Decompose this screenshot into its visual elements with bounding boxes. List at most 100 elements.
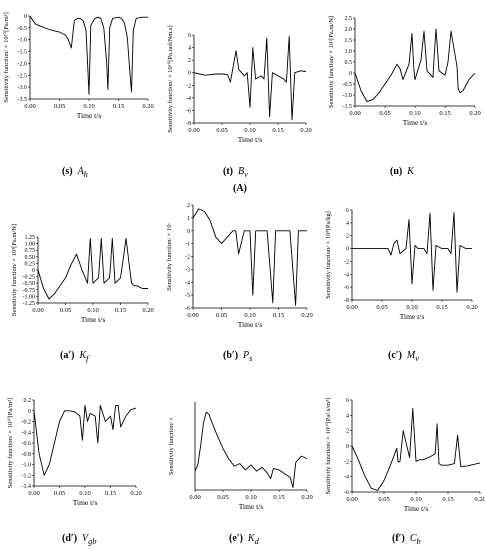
y-tick-label: 1.5 <box>345 38 353 44</box>
y-tick-label: -2.5 <box>18 73 28 79</box>
y-tick-label: 0 <box>346 247 349 253</box>
y-tick-label: -0.5 <box>18 26 28 32</box>
y-axis-title: Sensitivity function/ × <box>168 417 175 476</box>
caption-s: (s) Ah <box>62 166 88 179</box>
x-tick-label: 0.00 <box>187 312 198 319</box>
x-tick-label: 0.20 <box>469 110 480 117</box>
y-tick-label: -1.0 <box>22 463 32 469</box>
y-tick-label: 4 <box>188 46 191 52</box>
y-tick-label: -4 <box>186 96 191 102</box>
x-tick-label: 0.00 <box>28 490 39 497</box>
x-tick-label: 0.10 <box>406 304 417 311</box>
x-tick-label: 0.20 <box>301 312 312 319</box>
y-tick-label: 2.0 <box>345 27 353 33</box>
x-tick-label: 0.05 <box>216 312 227 319</box>
y-tick-label: -1.00 <box>23 294 36 300</box>
y-tick-label: 6 <box>188 33 191 39</box>
caption-d-prime: (d′) Vgb <box>62 533 97 546</box>
chart-panel-a: 0.00 0.05 0.10 0.15 0.20 1.251.000.750.500.25… <box>11 224 154 324</box>
y-tick-label: -0.50 <box>23 281 36 287</box>
x-tick-label: 0.05 <box>379 110 390 117</box>
y-tick-label: -0.5 <box>343 82 353 88</box>
y-tick-label: -6 <box>344 285 349 291</box>
series-line <box>37 237 148 300</box>
x-axis-title: Time t/s <box>239 502 264 511</box>
y-tick-label: 4 <box>346 221 349 227</box>
x-tick-label: 0.20 <box>142 103 153 110</box>
x-tick-label: 0.15 <box>273 312 284 319</box>
y-tick-label: -4 <box>185 280 190 286</box>
y-tick-label: -2 <box>186 83 191 89</box>
y-tick-label: -0.8 <box>22 452 32 458</box>
y-tick-label: -0.6 <box>22 441 32 447</box>
y-tick-label: -1.4 <box>22 484 32 490</box>
chart-panel-t: 0.00 0.05 0.10 0.15 0.20 6 4 2 0 -2 -4 -6 -8 Time t/s… <box>167 25 312 144</box>
y-tick-label: -1.5 <box>18 50 28 56</box>
group-label: (A) <box>233 183 247 194</box>
x-tick-label: 0.05 <box>54 103 65 110</box>
x-tick-label: 0.20 <box>130 490 141 497</box>
caption-b-prime: (b′) Ps <box>223 350 253 363</box>
y-tick-label: 6 <box>346 398 349 404</box>
series-line <box>351 407 481 491</box>
series-line <box>29 15 148 95</box>
y-tick-label: -1.0 <box>343 93 353 99</box>
y-tick-label: 1.0 <box>345 49 353 55</box>
y-axis-title: Sensitivity function/ × 10¹[Pa.m/N] <box>328 16 335 108</box>
y-tick-label: -1 <box>185 242 190 248</box>
x-axis-title: Time t/s <box>238 320 263 329</box>
x-axis-title: Time t/s <box>400 312 425 321</box>
y-axis-title: Sensitivity function/ × 10· <box>166 222 173 290</box>
y-tick-label: -2 <box>344 259 349 265</box>
y-tick-label: 2 <box>188 58 191 64</box>
caption-c-prime: (c′) Mv <box>388 350 419 363</box>
y-tick-label: -1.25 <box>23 301 36 307</box>
y-tick-label: -2.0 <box>18 61 28 67</box>
y-tick-label: -4 <box>344 475 349 481</box>
chart-panel-u: 0.00 0.05 0.10 0.15 0.20 2.5 2.0 1.5 1.0 0.5 0 -0.5… <box>328 16 481 127</box>
x-tick-label: 0.15 <box>439 110 450 117</box>
y-tick-label: -3.0 <box>18 85 28 91</box>
x-tick-label: 0.20 <box>142 307 153 314</box>
y-tick-label: 0 <box>346 444 349 450</box>
x-tick-label: 0.10 <box>244 312 255 319</box>
x-tick-label: 0.00 <box>32 307 43 314</box>
series-line <box>193 35 307 121</box>
y-tick-label: -0.4 <box>22 430 32 436</box>
y-tick-label: 0 <box>187 229 190 235</box>
caption-u: (u) K <box>390 166 414 177</box>
caption-f-prime: (f′) Cb <box>392 533 421 546</box>
x-axis-title: Time t/s <box>238 135 263 144</box>
x-tick-label: 0.05 <box>378 496 389 503</box>
y-tick-label: -6 <box>186 108 191 114</box>
series-line <box>192 208 307 306</box>
x-axis-title: Time t/s <box>73 498 98 507</box>
y-tick-label: 6 <box>346 208 349 214</box>
y-tick-label: 2.5 <box>345 16 353 22</box>
y-tick-label: -1.0 <box>18 38 28 44</box>
series-line <box>354 28 476 103</box>
x-tick-label: 0.05 <box>54 490 65 497</box>
y-tick-label: 2 <box>346 234 349 240</box>
y-tick-label: -3 <box>185 267 190 273</box>
x-tick-label: 0.00 <box>346 496 357 503</box>
x-tick-label: 0.00 <box>349 110 360 117</box>
x-axis-title: Time t/s <box>403 118 428 127</box>
y-tick-label: 4 <box>346 413 349 419</box>
y-tick-label: 2 <box>346 429 349 435</box>
y-tick-label: -3.5 <box>18 97 28 103</box>
y-axis-title: Sensitivity function/ × 10¹⁰[Pa².s/m³] <box>325 398 332 495</box>
x-tick-label: 0.05 <box>60 307 71 314</box>
y-tick-label: 0.25 <box>25 261 36 267</box>
x-tick-label: 0.00 <box>24 103 35 110</box>
y-tick-label: -0.25 <box>23 275 36 281</box>
x-tick-label: 0.10 <box>83 103 94 110</box>
x-tick-label: 0.10 <box>79 490 90 497</box>
x-tick-label: 0.20 <box>300 127 311 134</box>
y-tick-label: 0.2 <box>24 398 32 404</box>
x-tick-label: 0.20 <box>301 494 312 501</box>
x-axis-title: Time t/s <box>404 504 429 513</box>
caption-t: (t) Bv <box>223 166 248 179</box>
y-tick-label: -2 <box>344 459 349 465</box>
x-tick-label: 0.10 <box>409 110 420 117</box>
